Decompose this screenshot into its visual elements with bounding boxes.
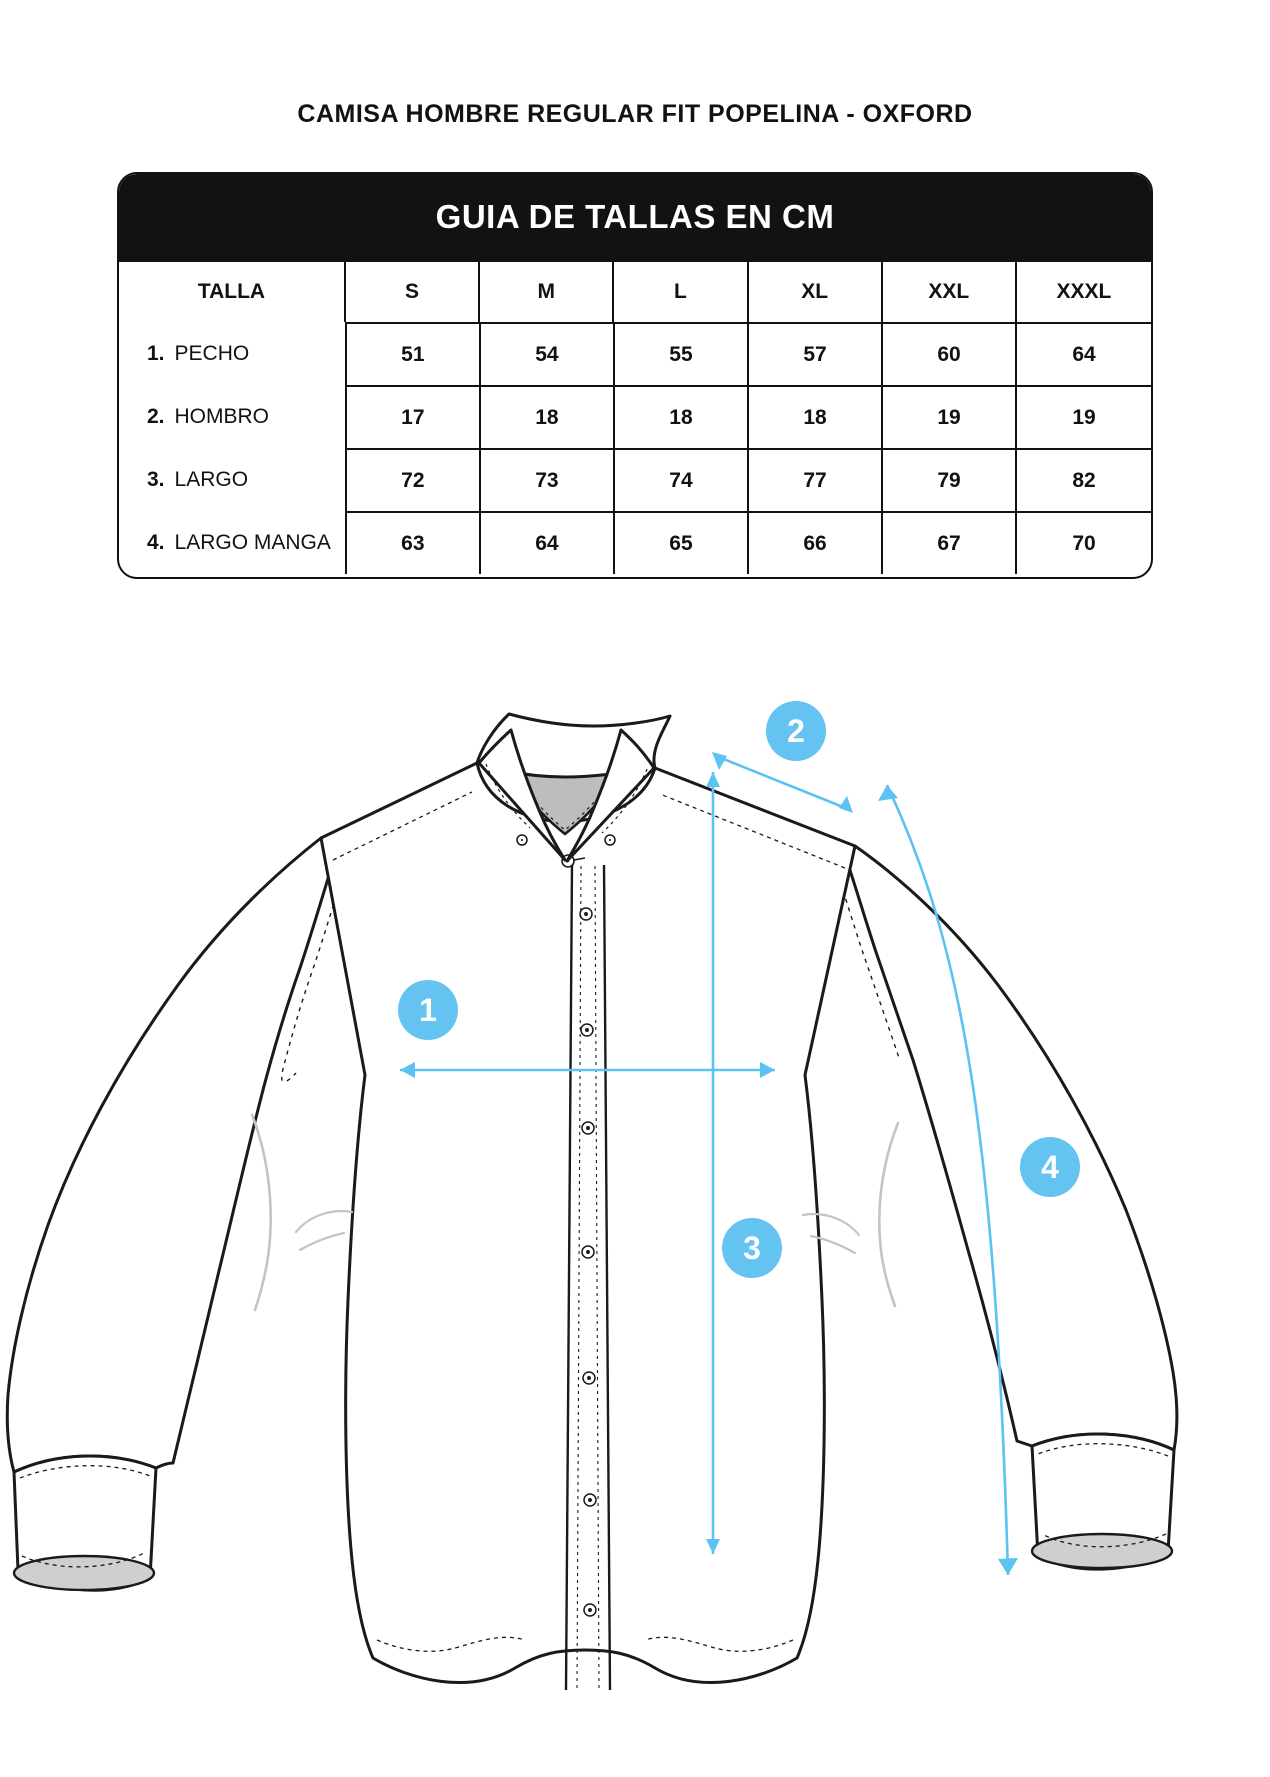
svg-text:1: 1 xyxy=(419,992,437,1028)
svg-text:2: 2 xyxy=(787,713,805,749)
svg-text:4: 4 xyxy=(1041,1149,1059,1185)
svg-text:3: 3 xyxy=(743,1230,761,1266)
